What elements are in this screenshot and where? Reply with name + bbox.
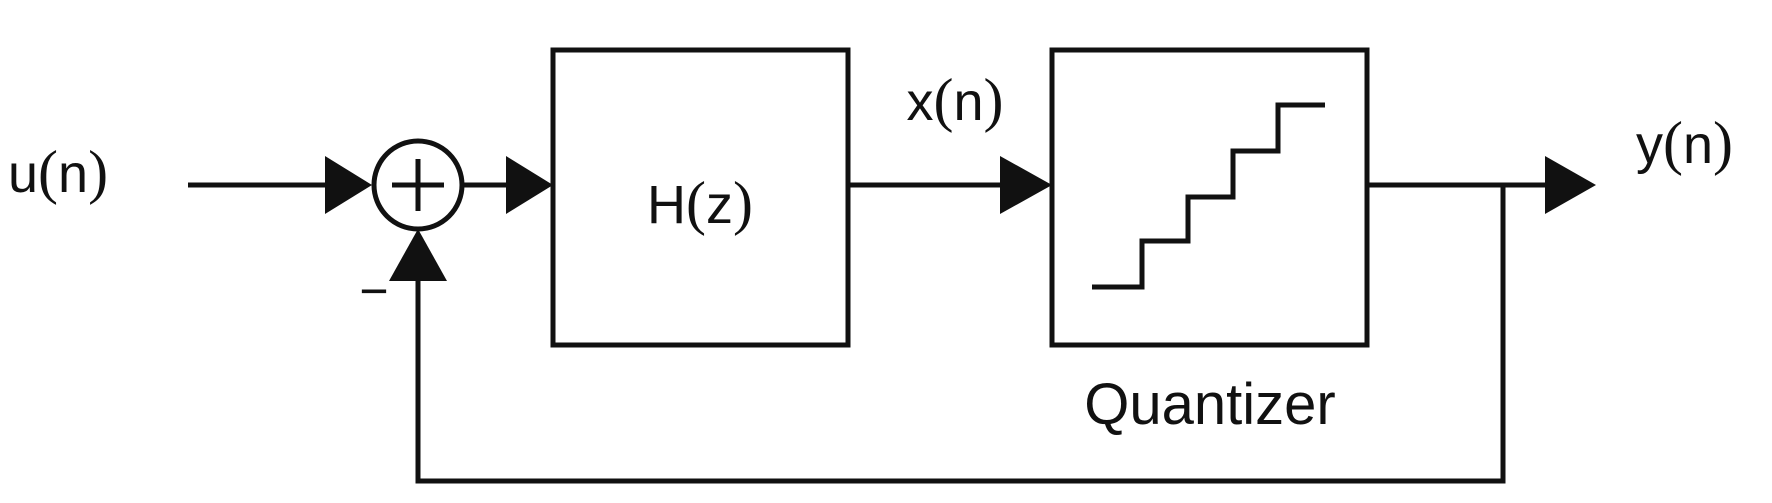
output-arrowhead bbox=[1545, 156, 1596, 214]
filter-label: H(z) bbox=[647, 170, 753, 236]
output-signal-label: y(n) bbox=[1636, 110, 1733, 176]
feedback-arrowhead bbox=[389, 229, 447, 281]
minus-sign: − bbox=[359, 263, 388, 319]
quantizer-caption: Quantizer bbox=[1084, 372, 1335, 437]
intermediate-signal-label: x(n) bbox=[906, 67, 1003, 133]
summing-junction bbox=[374, 141, 462, 229]
input-arrowhead bbox=[325, 156, 372, 214]
input-signal-label: u(n) bbox=[8, 139, 108, 205]
filter-input-arrowhead bbox=[506, 156, 553, 214]
quantizer-input-arrowhead bbox=[1000, 156, 1052, 214]
